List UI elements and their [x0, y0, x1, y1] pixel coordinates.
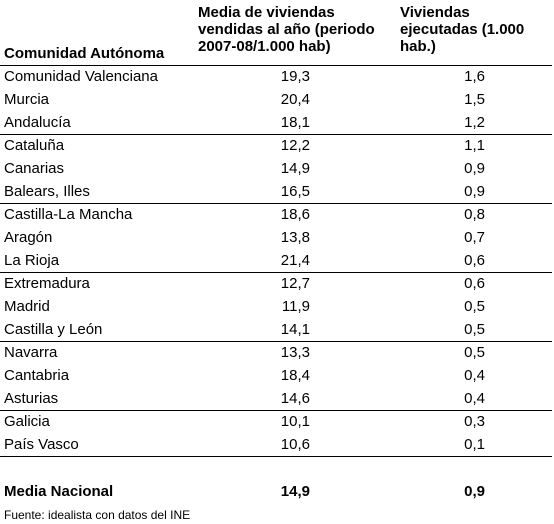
row-sold: 14,9 [280, 160, 310, 177]
row-built: 0,6 [464, 252, 485, 269]
row-region: Extremadura [4, 275, 90, 292]
total-row: Media Nacional 14,9 0,9 [0, 480, 554, 503]
table-row: Castilla y León 14,1 0,5 [0, 318, 554, 341]
total-region: Media Nacional [4, 483, 114, 500]
row-sold: 11,9 [281, 298, 310, 315]
row-region: Castilla y León [4, 321, 103, 338]
table-row: La Rioja 21,4 0,6 [0, 249, 554, 272]
row-built: 0,5 [464, 321, 485, 338]
row-built: 0,6 [464, 275, 485, 292]
row-region: Comunidad Valenciana [4, 68, 158, 85]
row-region: País Vasco [4, 436, 79, 453]
table-row: Aragón 13,8 0,7 [0, 226, 554, 249]
row-sold: 12,7 [280, 275, 310, 292]
row-region: Castilla-La Mancha [4, 206, 133, 223]
row-built: 0,3 [464, 413, 485, 430]
table-row: Navarra 13,3 0,5 [0, 341, 554, 364]
group-divider [0, 272, 552, 273]
table-row: Comunidad Valenciana 19,3 1,6 [0, 65, 554, 88]
row-region: Aragón [4, 229, 53, 246]
row-region: Asturias [4, 390, 59, 407]
row-region: Murcia [4, 91, 50, 108]
row-built: 0,5 [464, 298, 485, 315]
row-built: 1,2 [464, 114, 485, 131]
row-region: Andalucía [4, 114, 71, 131]
table-row: Cataluña 12,2 1,1 [0, 134, 554, 157]
table-row: Castilla-La Mancha 18,6 0,8 [0, 203, 554, 226]
table-row: Murcia 20,4 1,5 [0, 88, 554, 111]
header-sold: Media de viviendas vendidas al año (peri… [198, 4, 375, 55]
row-sold: 18,1 [280, 114, 310, 131]
group-divider [0, 456, 552, 457]
total-sold: 14,9 [280, 483, 310, 500]
row-sold: 14,6 [280, 390, 310, 407]
row-region: Cantabria [4, 367, 70, 384]
row-built: 1,1 [464, 137, 485, 154]
row-sold: 13,3 [280, 344, 310, 361]
row-built: 0,9 [464, 183, 485, 200]
row-region: Balears, Illes [4, 183, 90, 200]
row-built: 0,4 [464, 390, 485, 407]
table-row: Asturias 14,6 0,4 [0, 387, 554, 410]
row-sold: 14,1 [280, 321, 310, 338]
row-sold: 19,3 [280, 68, 310, 85]
header-region: Comunidad Autónoma [4, 45, 165, 62]
row-region: Navarra [4, 344, 58, 361]
table-row: Andalucía 18,1 1,2 [0, 111, 554, 134]
row-sold: 20,4 [280, 91, 310, 108]
row-built: 0,5 [464, 344, 485, 361]
table-row: País Vasco 10,6 0,1 [0, 433, 554, 456]
row-sold: 10,1 [280, 413, 310, 430]
group-divider [0, 341, 552, 342]
group-divider [0, 65, 552, 66]
table-row: Madrid 11,9 0,5 [0, 295, 554, 318]
table-row: Canarias 14,9 0,9 [0, 157, 554, 180]
row-sold: 21,4 [280, 252, 310, 269]
row-sold: 13,8 [280, 229, 310, 246]
total-built: 0,9 [464, 483, 485, 500]
row-sold: 12,2 [280, 137, 310, 154]
table-header: Comunidad Autónoma Media de viviendas ve… [0, 0, 554, 64]
row-built: 0,1 [464, 436, 485, 453]
group-divider [0, 203, 552, 204]
row-built: 0,7 [464, 229, 485, 246]
table-row: Galicia 10,1 0,3 [0, 410, 554, 433]
group-divider [0, 134, 552, 135]
row-sold: 18,6 [280, 206, 310, 223]
row-region: Galicia [4, 413, 50, 430]
row-built: 0,9 [464, 160, 485, 177]
row-region: Madrid [4, 298, 50, 315]
row-built: 0,4 [464, 367, 485, 384]
row-sold: 18,4 [280, 367, 310, 384]
source-note: Fuente: idealista con datos del INE [4, 508, 191, 522]
row-sold: 10,6 [280, 436, 310, 453]
table-row: Balears, Illes 16,5 0,9 [0, 180, 554, 203]
row-built: 1,6 [464, 68, 485, 85]
table-row: Extremadura 12,7 0,6 [0, 272, 554, 295]
row-region: Cataluña [4, 137, 65, 154]
row-built: 1,5 [464, 91, 485, 108]
row-built: 0,8 [464, 206, 485, 223]
header-built: Viviendas ejecutadas (1.000 hab.) [400, 4, 525, 55]
row-sold: 16,5 [280, 183, 310, 200]
table-row: Cantabria 18,4 0,4 [0, 364, 554, 387]
row-region: La Rioja [4, 252, 60, 269]
group-divider [0, 410, 552, 411]
row-region: Canarias [4, 160, 65, 177]
